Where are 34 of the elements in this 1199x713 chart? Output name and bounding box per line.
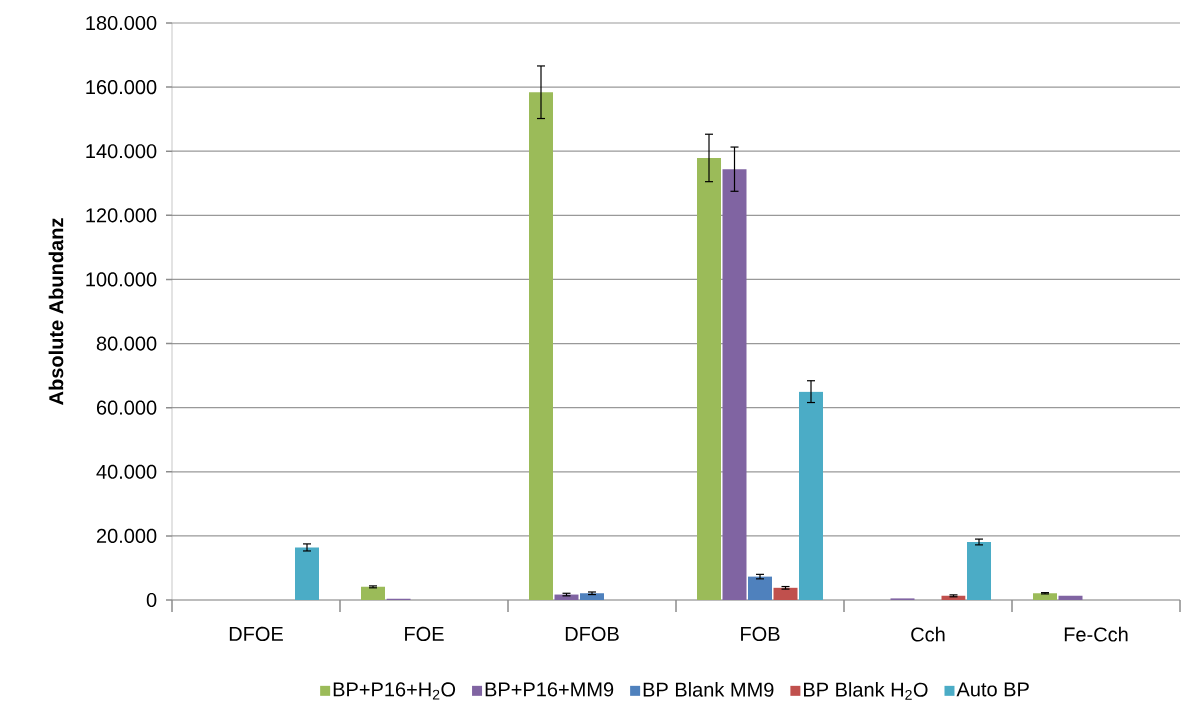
y-tick-label: 140.000 bbox=[86, 144, 157, 159]
x-tick-label: FOE bbox=[405, 626, 444, 642]
bar bbox=[799, 391, 824, 600]
y-tick-label: 120.000 bbox=[86, 208, 157, 223]
y-tick-label: 100.000 bbox=[86, 272, 157, 287]
legend-label: BP+P16+MM9 bbox=[485, 682, 614, 697]
legend-label: BP Blank H$_{2}$O bbox=[804, 682, 928, 700]
y-tick-label: 20.000 bbox=[96, 528, 157, 543]
bar bbox=[722, 169, 747, 600]
bar bbox=[1033, 593, 1058, 600]
x-tick-label: FOB bbox=[741, 626, 780, 642]
y-tick-label: 180.000 bbox=[86, 15, 157, 31]
bar bbox=[1058, 595, 1083, 600]
bar bbox=[580, 593, 604, 600]
x-tick-label: Fe-Cch bbox=[1064, 626, 1128, 642]
x-tick-label: Cch bbox=[911, 626, 945, 642]
x-tick-label: DFOE bbox=[229, 626, 283, 642]
y-tick-label: 40.000 bbox=[96, 464, 157, 479]
y-tick-label: 80.000 bbox=[96, 336, 157, 351]
legend-label: BP+P16+H$_{2}$O bbox=[333, 682, 456, 700]
bar bbox=[529, 92, 553, 600]
x-tick-label: DFOB bbox=[565, 626, 619, 642]
bar bbox=[361, 586, 385, 600]
bar bbox=[773, 587, 798, 600]
y-tick-label: 0 bbox=[146, 592, 157, 608]
y-tick-label: 60.000 bbox=[96, 400, 157, 415]
y-tick-label: 160.000 bbox=[86, 80, 157, 95]
bar bbox=[295, 547, 319, 600]
legend-label: Auto BP bbox=[956, 682, 1029, 697]
bar bbox=[748, 576, 772, 600]
bar bbox=[967, 541, 992, 600]
bar bbox=[697, 157, 722, 600]
legend-label: BP Blank MM9 bbox=[643, 682, 774, 697]
y-axis-title: Absolute Abundanz bbox=[48, 218, 64, 405]
